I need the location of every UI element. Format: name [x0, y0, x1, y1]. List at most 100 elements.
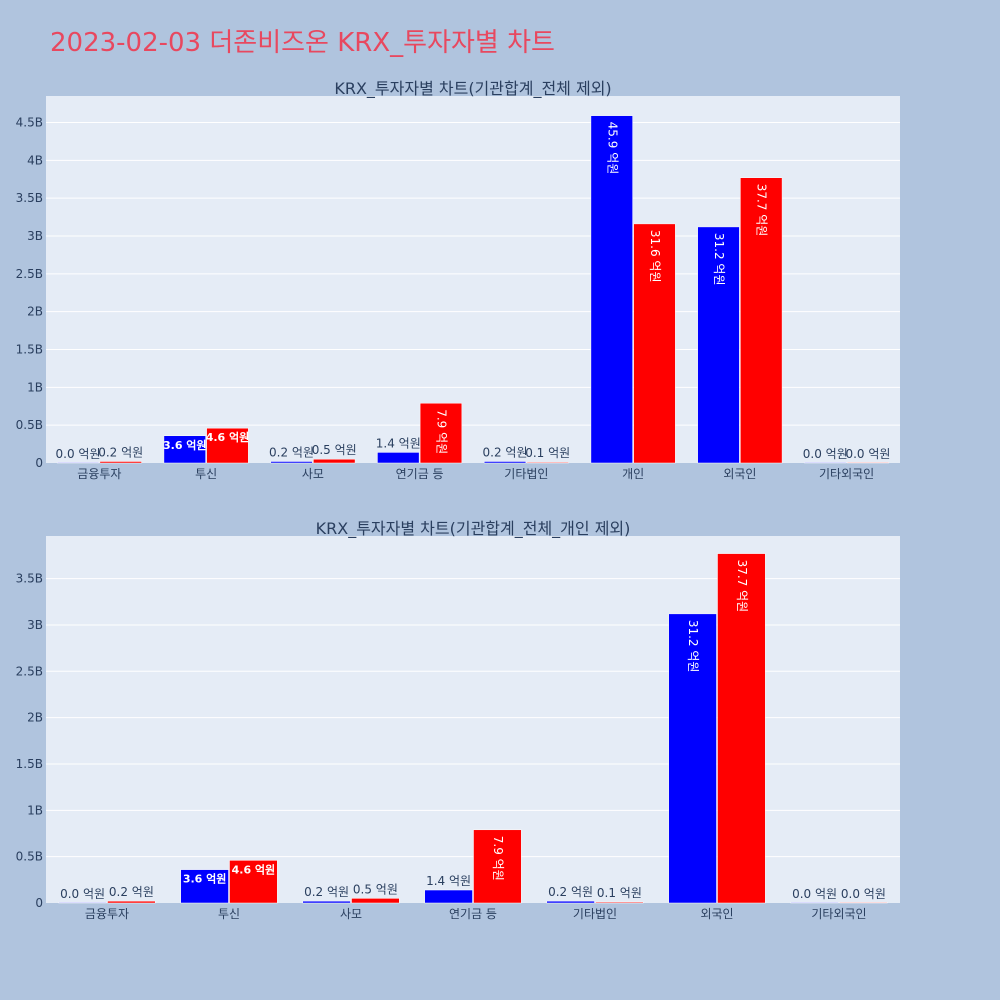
y-tick-label: 2.5B — [16, 267, 43, 281]
bar — [526, 461, 569, 464]
y-tick-label: 3B — [27, 618, 43, 632]
x-tick-label: 기타외국인 — [819, 467, 874, 481]
data-label: 0.1 억원 — [525, 446, 570, 460]
bar — [546, 900, 595, 904]
bar — [697, 226, 740, 464]
y-tick-label: 4B — [27, 153, 43, 167]
data-label: 0.0 억원 — [56, 447, 101, 461]
bar — [839, 902, 888, 904]
bar — [483, 461, 527, 464]
y-tick-label: 3.5B — [16, 191, 43, 205]
x-tick-label: 개인 — [622, 467, 644, 481]
data-label: 31.2 억원 — [686, 620, 700, 673]
bar — [270, 461, 313, 464]
y-tick-label: 3.5B — [16, 572, 43, 586]
x-tick-label: 기타법인 — [504, 467, 548, 481]
x-tick-label: 사모 — [302, 467, 324, 481]
bar — [107, 900, 156, 904]
data-label: 4.6 억원 — [206, 430, 250, 444]
y-tick-label: 1B — [27, 803, 43, 817]
bar — [633, 223, 676, 464]
bar — [56, 462, 100, 464]
y-tick-label: 0 — [35, 456, 43, 470]
data-label: 0.1 억원 — [597, 886, 642, 900]
x-tick-label: 연기금 등 — [449, 907, 497, 921]
bar — [595, 901, 644, 904]
data-label: 0.2 억원 — [269, 445, 314, 459]
data-label: 31.2 억원 — [712, 233, 726, 286]
data-label: 0.0 억원 — [60, 887, 105, 901]
data-label: 4.6 억원 — [232, 862, 276, 876]
bar — [717, 553, 766, 904]
data-label: 3.6 억원 — [183, 872, 227, 886]
y-tick-label: 2B — [27, 305, 43, 319]
data-label: 1.4 억원 — [376, 436, 421, 450]
plot-area — [46, 536, 900, 903]
x-tick-label: 외국인 — [700, 907, 733, 921]
data-label: 37.7 억원 — [755, 184, 769, 237]
x-tick-label: 금융투자 — [85, 907, 129, 921]
bar — [180, 869, 229, 904]
bar — [740, 177, 783, 464]
data-label: 0.5 억원 — [312, 443, 357, 457]
data-label: 0.2 억원 — [98, 445, 143, 459]
chart-top: KRX_투자자별 차트(기관합계_전체 제외) 0 0.5B 1B 1.5B 2B 2.5B… — [16, 79, 900, 481]
data-label: 45.9 억원 — [605, 122, 619, 175]
data-label: 0.0 억원 — [792, 887, 837, 901]
bar — [313, 458, 356, 464]
page-title: 2023-02-03 더존비즈온 KRX_투자자별 차트 — [50, 28, 555, 58]
data-label: 7.9 억원 — [491, 836, 505, 881]
data-label: 3.6 억원 — [163, 438, 207, 452]
data-label: 7.9 억원 — [434, 409, 448, 454]
x-tick-label: 사모 — [340, 907, 362, 921]
data-label: 0.0 억원 — [841, 887, 886, 901]
data-label: 0.0 억원 — [845, 447, 890, 461]
y-tick-label: 0.5B — [16, 418, 43, 432]
y-tick-label: 1.5B — [16, 757, 43, 771]
x-tick-label: 연기금 등 — [396, 467, 444, 481]
y-tick-label: 0.5B — [16, 850, 43, 864]
bar — [424, 889, 473, 904]
chart-bottom: KRX_투자자별 차트(기관합계_전체_개인 제외) 0 0.5B 1B 1.5B 2B 2… — [16, 519, 900, 921]
data-label: 0.2 억원 — [109, 885, 154, 899]
data-label: 37.7 억원 — [735, 560, 749, 613]
data-label: 0.2 억원 — [304, 885, 349, 899]
y-tick-label: 2.5B — [16, 664, 43, 678]
bar — [229, 860, 278, 904]
x-tick-label: 금융투자 — [77, 467, 121, 481]
y-tick-label: 1.5B — [16, 342, 43, 356]
data-label: 0.2 억원 — [548, 885, 593, 899]
data-label: 1.4 억원 — [426, 874, 471, 888]
data-label: 0.2 억원 — [483, 445, 528, 459]
bar — [302, 900, 351, 904]
bar — [590, 115, 633, 464]
bar — [99, 461, 142, 464]
chart-title: KRX_투자자별 차트(기관합계_전체 제외) — [334, 79, 611, 99]
y-tick-label: 2B — [27, 711, 43, 725]
bar — [473, 829, 522, 904]
bar — [419, 402, 463, 464]
y-tick-label: 4.5B — [16, 115, 43, 129]
y-tick-label: 3B — [27, 229, 43, 243]
y-tick-label: 0 — [35, 896, 43, 910]
bar — [163, 435, 206, 464]
x-tick-label: 기타법인 — [573, 907, 617, 921]
bar — [377, 452, 420, 464]
bar — [206, 427, 249, 464]
chart-title: KRX_투자자별 차트(기관합계_전체_개인 제외) — [316, 519, 631, 539]
data-label: 31.6 억원 — [648, 230, 662, 283]
bar — [58, 902, 107, 904]
data-label: 0.5 억원 — [353, 882, 398, 896]
x-tick-label: 투신 — [218, 907, 240, 921]
x-tick-label: 투신 — [195, 467, 217, 481]
bar — [790, 902, 839, 904]
x-tick-label: 기타외국인 — [811, 907, 866, 921]
y-tick-label: 1B — [27, 380, 43, 394]
data-label: 0.0 억원 — [803, 447, 848, 461]
x-tick-label: 외국인 — [723, 467, 756, 481]
bar — [668, 613, 717, 904]
bar — [351, 898, 400, 904]
bar — [804, 462, 847, 464]
bar — [846, 462, 890, 464]
